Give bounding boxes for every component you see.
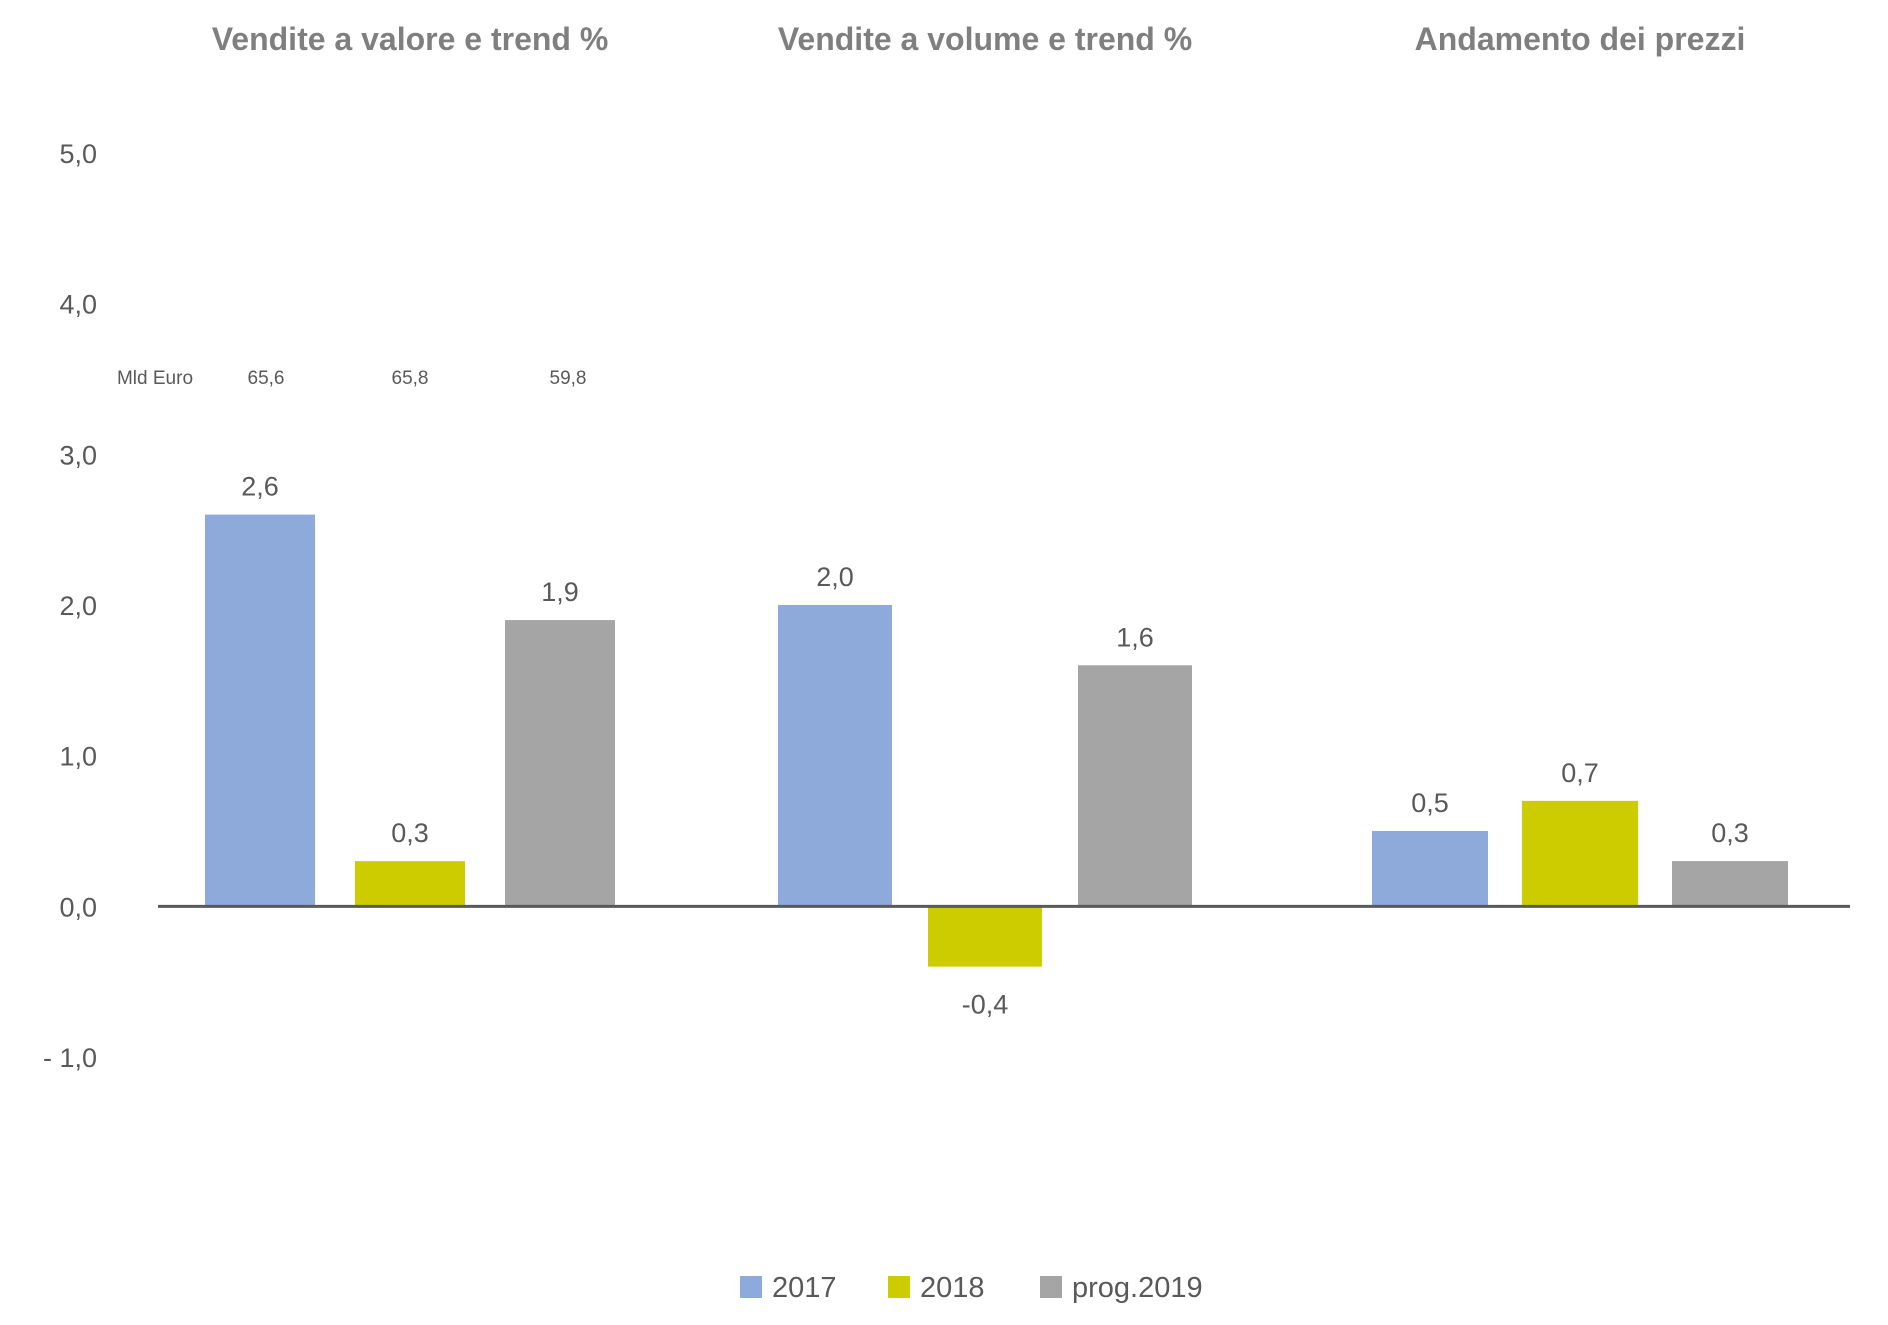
group-title-3: Andamento dei prezzi [1415, 21, 1746, 57]
annotation-value: 59,8 [550, 368, 587, 389]
bar-2-2017 [778, 605, 892, 907]
data-label: 0,3 [1711, 818, 1749, 848]
data-label: 1,9 [541, 577, 579, 607]
data-label: 0,5 [1411, 788, 1449, 818]
bar-1-2017 [205, 514, 315, 907]
bar-3-prog-2019 [1672, 861, 1788, 907]
bar-2-prog-2019 [1078, 665, 1192, 907]
annotation-label: Mld Euro [117, 368, 193, 389]
legend-swatch-1 [740, 1276, 762, 1298]
y-tick-label: 2,0 [59, 591, 97, 621]
legend-label-2: 2018 [920, 1272, 985, 1304]
data-label: 1,6 [1116, 622, 1154, 652]
legend-swatch-3 [1040, 1276, 1062, 1298]
legend-label-1: 2017 [772, 1272, 837, 1304]
data-label: 0,7 [1561, 758, 1599, 788]
data-label: -0,4 [962, 990, 1009, 1020]
y-tick-label: 0,0 [59, 892, 97, 922]
y-tick-label: - 1,0 [43, 1043, 97, 1073]
legend-swatch-2 [888, 1276, 910, 1298]
group-title-1: Vendite a valore e trend % [212, 21, 609, 57]
y-tick-label: 3,0 [59, 440, 97, 470]
data-label: 2,6 [241, 472, 279, 502]
bar-2-2018 [928, 906, 1042, 967]
bar-3-2018 [1522, 800, 1638, 907]
y-tick-label: 4,0 [59, 290, 97, 320]
group-title-2: Vendite a volume e trend % [778, 21, 1192, 57]
data-label: 0,3 [391, 818, 429, 848]
bar-3-2017 [1372, 831, 1488, 907]
bar-1-prog-2019 [505, 620, 615, 907]
data-label: 2,0 [816, 562, 854, 592]
annotation-value: 65,6 [248, 368, 285, 389]
y-tick-label: 5,0 [59, 139, 97, 169]
annotation-value: 65,8 [392, 368, 429, 389]
bar-1-2018 [355, 861, 465, 907]
legend-label-3: prog.2019 [1072, 1272, 1203, 1304]
y-tick-label: 1,0 [59, 742, 97, 772]
